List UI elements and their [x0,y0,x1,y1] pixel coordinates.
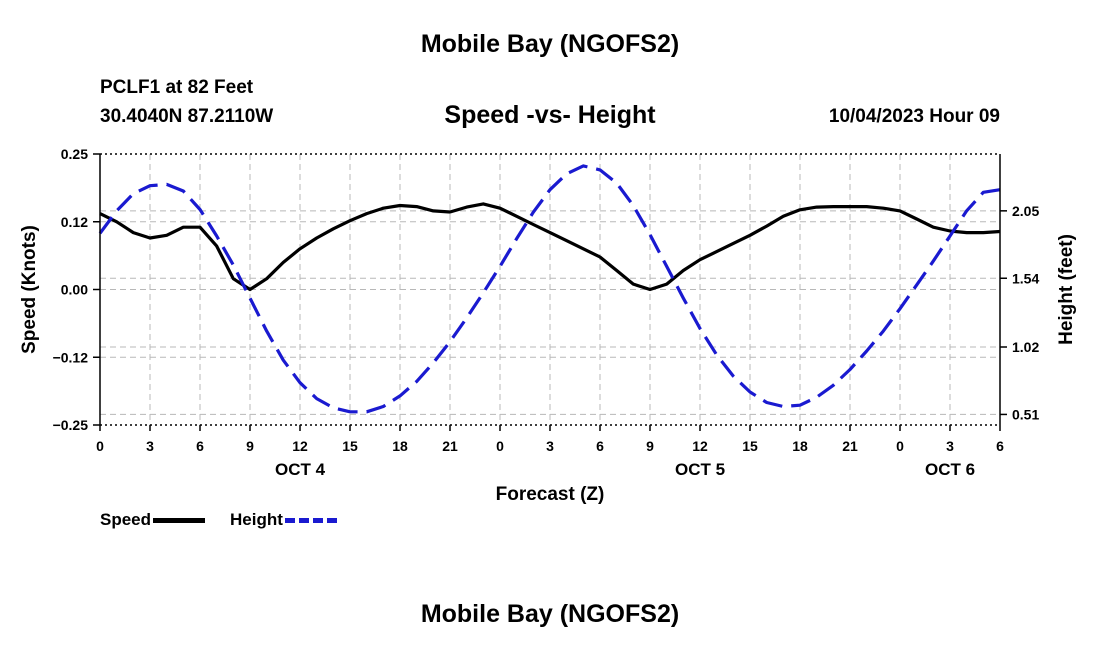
forecast-datetime: 10/04/2023 Hour 09 [828,106,1000,127]
right-tick-label: 1.54 [1012,270,1039,286]
page-title: Mobile Bay (NGOFS2) [420,30,680,58]
right-tick-label: 1.02 [1012,339,1039,355]
legend-label-speed: Speed [100,510,152,529]
day-label: OCT 4 [275,460,326,479]
x-tick-label: 18 [792,438,808,454]
right-axis-title: Height (feet) [1056,234,1077,345]
left-tick-label: 0.12 [61,214,88,230]
x-tick-label: 6 [596,438,604,454]
left-tick-label: 0.00 [61,282,88,298]
coordinates-label: 30.4040N 87.2110W [100,106,274,127]
axis-labels: −0.25 −0.12 0.00 0.12 0.25 0.51 1.02 1.54 2.05 0 3… [19,146,1077,505]
x-tick-label: 21 [842,438,858,454]
x-tick-label: 3 [146,438,154,454]
chart-title: Speed -vs- Height [444,101,656,129]
day-label: OCT 6 [925,460,975,479]
legend-item-speed: Speed [100,510,206,530]
x-tick-label: 6 [996,438,1004,454]
legend-label-height: Height [230,510,283,529]
footer-title: Mobile Bay (NGOFS2) [420,600,680,628]
series-line-height [98,164,1001,414]
x-tick-label: 21 [442,438,458,454]
x-tick-label: 0 [96,438,104,454]
x-tick-label: 6 [196,438,204,454]
legend-item-height: Height [230,510,337,530]
right-tick-label: 0.51 [1012,406,1039,422]
right-tick-label: 2.05 [1012,203,1039,219]
x-tick-label: 3 [946,438,954,454]
x-tick-label: 12 [692,438,708,454]
left-tick-label: −0.25 [53,417,89,433]
day-label: OCT 5 [675,460,725,479]
x-tick-label: 9 [246,438,254,454]
x-tick-label: 15 [342,438,358,454]
legend-swatch-speed [153,518,206,524]
x-tick-label: 9 [646,438,654,454]
left-tick-label: −0.12 [53,349,89,365]
left-axis-title: Speed (Knots) [19,225,40,354]
grid [100,154,1000,425]
x-tick-label: 0 [496,438,504,454]
x-tick-label: 15 [742,438,758,454]
x-axis-title: Forecast (Z) [496,484,605,505]
x-tick-label: 12 [292,438,308,454]
left-tick-label: 0.25 [61,146,88,162]
legend-swatch-height [284,518,337,524]
x-tick-label: 18 [392,438,408,454]
series-lines [98,164,1001,414]
series-line-speed [99,202,1001,292]
x-tick-label: 0 [896,438,904,454]
plot-frame [93,153,1007,431]
x-tick-label: 3 [546,438,554,454]
station-label: PCLF1 at 82 Feet [100,77,254,98]
